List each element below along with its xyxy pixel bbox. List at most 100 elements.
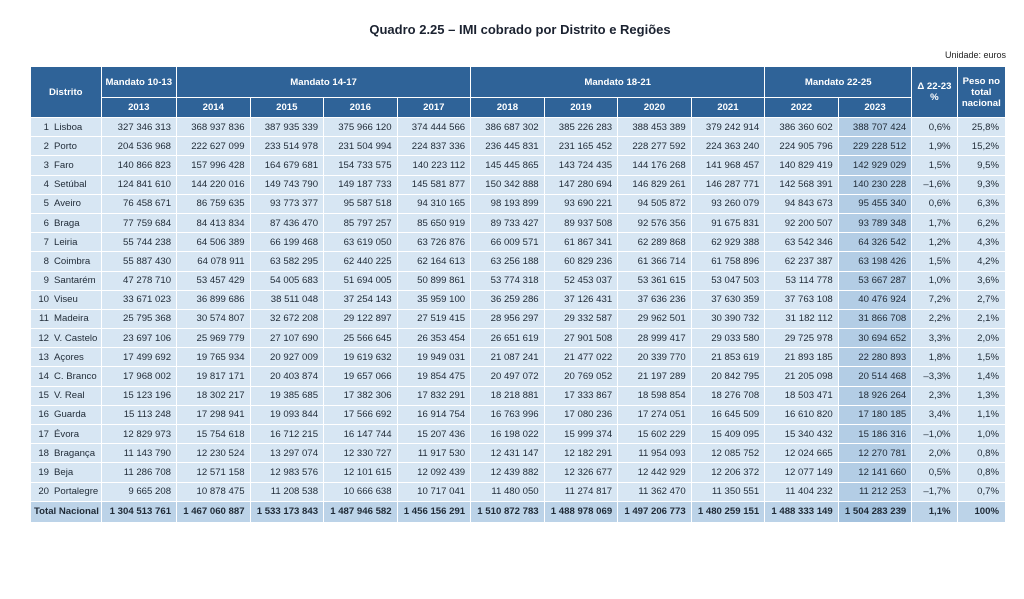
value-cell: 35 959 100 bbox=[396, 289, 472, 310]
district-cell: 16 Guarda bbox=[30, 404, 102, 426]
value-cell: 20 339 770 bbox=[617, 347, 692, 368]
header-year: 2013 bbox=[100, 97, 178, 118]
district-number: 5 bbox=[43, 198, 49, 210]
total-value-cell: 1 488 333 149 bbox=[764, 500, 839, 523]
value-cell: 85 797 257 bbox=[323, 212, 398, 234]
delta-cell: 1,9% bbox=[911, 136, 958, 157]
district-cell: 5 Aveiro bbox=[30, 193, 102, 214]
value-cell: 27 107 690 bbox=[249, 328, 325, 349]
value-cell: 86 759 635 bbox=[176, 193, 251, 214]
value-cell: 12 092 439 bbox=[396, 462, 472, 483]
value-cell: 94 310 165 bbox=[396, 193, 472, 214]
value-cell: 10 717 041 bbox=[396, 481, 472, 502]
value-cell: 144 176 268 bbox=[617, 155, 692, 176]
value-cell: 17 499 692 bbox=[100, 347, 178, 368]
value-cell: 37 630 359 bbox=[690, 289, 766, 310]
delta-cell: 3,3% bbox=[911, 328, 958, 349]
imi-table: Distrito Mandato 10-13 Mandato 14-17 Man… bbox=[30, 66, 1007, 523]
value-cell: 62 929 388 bbox=[690, 232, 766, 253]
table-row: 9 Santarém 47 278 710 53 457 429 54 005 683 5… bbox=[30, 270, 1007, 291]
value-cell: 21 853 619 bbox=[690, 347, 766, 368]
district-name: Faro bbox=[54, 159, 74, 171]
district-number: 14 bbox=[38, 371, 49, 383]
peso-cell: 0,8% bbox=[956, 462, 1007, 483]
header-mandato-14-17: Mandato 14-17 bbox=[176, 66, 472, 98]
table-row: 2 Porto 204 536 968 222 627 099 233 514 978 2… bbox=[30, 136, 1007, 157]
district-number: 2 bbox=[43, 140, 49, 152]
value-cell: 20 403 874 bbox=[249, 366, 325, 387]
header-distrito: Distrito bbox=[30, 66, 102, 118]
table-row: 15 V. Real 15 123 196 18 302 217 19 385 685 1… bbox=[30, 385, 1007, 406]
value-cell: 53 667 287 bbox=[837, 270, 913, 291]
value-cell: 12 571 158 bbox=[176, 462, 251, 483]
peso-cell: 1,0% bbox=[956, 423, 1007, 445]
district-number: 10 bbox=[38, 294, 49, 306]
value-cell: 20 842 795 bbox=[690, 366, 766, 387]
value-cell: 63 582 295 bbox=[249, 251, 325, 272]
value-cell: 31 866 708 bbox=[837, 308, 913, 330]
value-cell: 374 444 566 bbox=[396, 116, 472, 138]
value-cell: 231 504 994 bbox=[323, 136, 398, 157]
value-cell: 95 455 340 bbox=[837, 193, 913, 214]
value-cell: 146 829 261 bbox=[617, 174, 692, 195]
value-cell: 77 759 684 bbox=[100, 212, 178, 234]
value-cell: 9 665 208 bbox=[100, 481, 178, 502]
value-cell: 18 302 217 bbox=[176, 385, 251, 406]
total-value-cell: 1 488 978 069 bbox=[543, 500, 619, 523]
header-year: 2019 bbox=[543, 97, 619, 118]
table-row: 3 Faro 140 866 823 157 996 428 164 679 681 15… bbox=[30, 155, 1007, 176]
value-cell: 29 962 501 bbox=[617, 308, 692, 330]
value-cell: 368 937 836 bbox=[176, 116, 251, 138]
delta-cell: 0,6% bbox=[911, 116, 958, 138]
value-cell: 40 476 924 bbox=[837, 289, 913, 310]
delta-cell: –1,0% bbox=[911, 423, 958, 445]
district-cell: 7 Leiria bbox=[30, 232, 102, 253]
header-mandato-10-13: Mandato 10-13 bbox=[100, 66, 178, 98]
value-cell: 63 726 876 bbox=[396, 232, 472, 253]
header-mandato-22-25: Mandato 22-25 bbox=[764, 66, 913, 98]
district-cell: 17 Évora bbox=[30, 423, 102, 445]
value-cell: 29 033 580 bbox=[690, 328, 766, 349]
district-name: Porto bbox=[54, 140, 77, 152]
district-number: 16 bbox=[38, 409, 49, 421]
peso-cell: 1,3% bbox=[956, 385, 1007, 406]
value-cell: 15 999 374 bbox=[543, 423, 619, 445]
value-cell: 141 968 457 bbox=[690, 155, 766, 176]
district-name: Beja bbox=[54, 466, 74, 478]
value-cell: 18 598 854 bbox=[617, 385, 692, 406]
value-cell: 10 878 475 bbox=[176, 481, 251, 502]
value-cell: 12 206 372 bbox=[690, 462, 766, 483]
district-cell: 20 Portalegre bbox=[30, 481, 102, 502]
value-cell: 62 237 387 bbox=[764, 251, 839, 272]
value-cell: 18 503 471 bbox=[764, 385, 839, 406]
value-cell: 55 744 238 bbox=[100, 232, 178, 253]
district-cell: 9 Santarém bbox=[30, 270, 102, 291]
value-cell: 91 675 831 bbox=[690, 212, 766, 234]
value-cell: 37 254 143 bbox=[323, 289, 398, 310]
value-cell: 140 866 823 bbox=[100, 155, 178, 176]
district-name: Coimbra bbox=[54, 255, 91, 267]
header-year: 2018 bbox=[470, 97, 545, 118]
peso-cell: 4,2% bbox=[956, 251, 1007, 272]
value-cell: 84 413 834 bbox=[176, 212, 251, 234]
value-cell: 149 187 733 bbox=[323, 174, 398, 195]
value-cell: 18 276 708 bbox=[690, 385, 766, 406]
value-cell: 12 270 781 bbox=[837, 443, 913, 464]
district-number: 20 bbox=[38, 486, 49, 498]
table-row: 5 Aveiro 76 458 671 86 759 635 93 773 377 95 … bbox=[30, 193, 1007, 214]
value-cell: 50 899 861 bbox=[396, 270, 472, 291]
value-cell: 17 382 306 bbox=[323, 385, 398, 406]
value-cell: 21 197 289 bbox=[617, 366, 692, 387]
value-cell: 12 439 882 bbox=[470, 462, 545, 483]
peso-cell: 0,8% bbox=[956, 443, 1007, 464]
district-number: 7 bbox=[43, 236, 49, 248]
district-number: 4 bbox=[43, 179, 49, 191]
value-cell: 64 326 542 bbox=[837, 232, 913, 253]
value-cell: 92 200 507 bbox=[764, 212, 839, 234]
value-cell: 20 769 052 bbox=[543, 366, 619, 387]
district-number: 11 bbox=[39, 313, 49, 325]
value-cell: 11 404 232 bbox=[764, 481, 839, 502]
district-cell: 10 Viseu bbox=[30, 289, 102, 310]
delta-cell: –1,6% bbox=[911, 174, 958, 195]
value-cell: 16 645 509 bbox=[690, 404, 766, 426]
